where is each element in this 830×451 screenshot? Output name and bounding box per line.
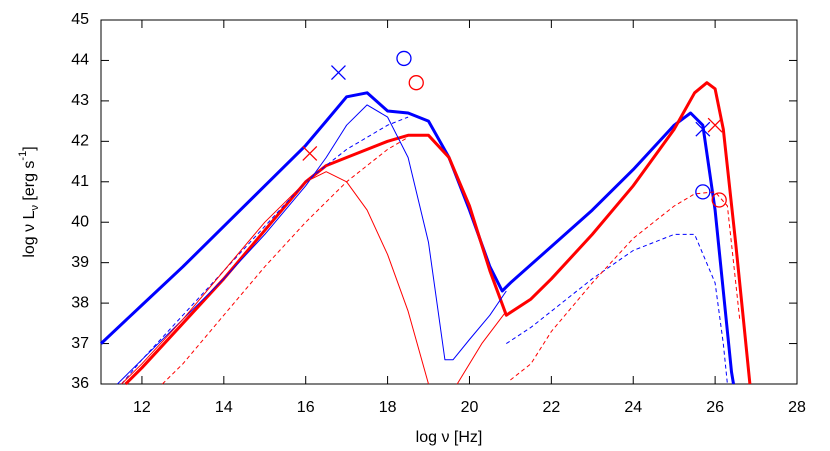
y-tick-label: 44 xyxy=(71,52,89,69)
x-tick-label: 28 xyxy=(788,399,806,416)
series-line xyxy=(121,116,728,385)
y-tick-label: 40 xyxy=(71,213,89,230)
y-tick-label: 42 xyxy=(71,133,89,150)
y-tick-label: 36 xyxy=(71,375,89,392)
y-axis-label: log ν Lν [erg s-1] xyxy=(17,146,41,257)
y-tick-label: 39 xyxy=(71,254,89,271)
y-label-part: ] xyxy=(21,146,38,150)
y-tick-label: 41 xyxy=(71,173,89,190)
x-tick-label: 12 xyxy=(133,399,151,416)
x-tick-label: 20 xyxy=(461,399,479,416)
y-tick-label: 37 xyxy=(71,335,89,352)
y-tick-label: 43 xyxy=(71,92,89,109)
y-label-part: [erg s xyxy=(21,161,38,205)
x-tick-label: 18 xyxy=(379,399,397,416)
plot-frame xyxy=(100,19,798,385)
marker-x xyxy=(302,146,318,161)
x-tick-label: 14 xyxy=(215,399,233,416)
x-tick-label: 24 xyxy=(624,399,642,416)
series-line xyxy=(162,136,741,385)
y-tick-label: 45 xyxy=(71,11,89,28)
marker-x xyxy=(330,65,346,81)
y-label-sup: -1 xyxy=(17,151,29,161)
marker-circle xyxy=(408,75,424,91)
y-label-sub: ν xyxy=(29,205,41,211)
series-line xyxy=(117,104,507,385)
marker-circle xyxy=(396,50,412,67)
x-tick-label: 26 xyxy=(706,399,724,416)
x-axis-label: log ν [Hz] xyxy=(416,429,483,446)
x-tick-label: 22 xyxy=(542,399,560,416)
series-line xyxy=(121,171,507,385)
y-tick-label: 38 xyxy=(71,294,89,311)
series-line xyxy=(124,81,752,386)
y-label-part: log ν L xyxy=(21,210,38,257)
x-tick-label: 16 xyxy=(297,399,315,416)
marker-circle xyxy=(711,192,727,208)
marker-circle xyxy=(695,184,711,200)
marker-x xyxy=(695,121,711,137)
marker-x xyxy=(707,117,723,133)
